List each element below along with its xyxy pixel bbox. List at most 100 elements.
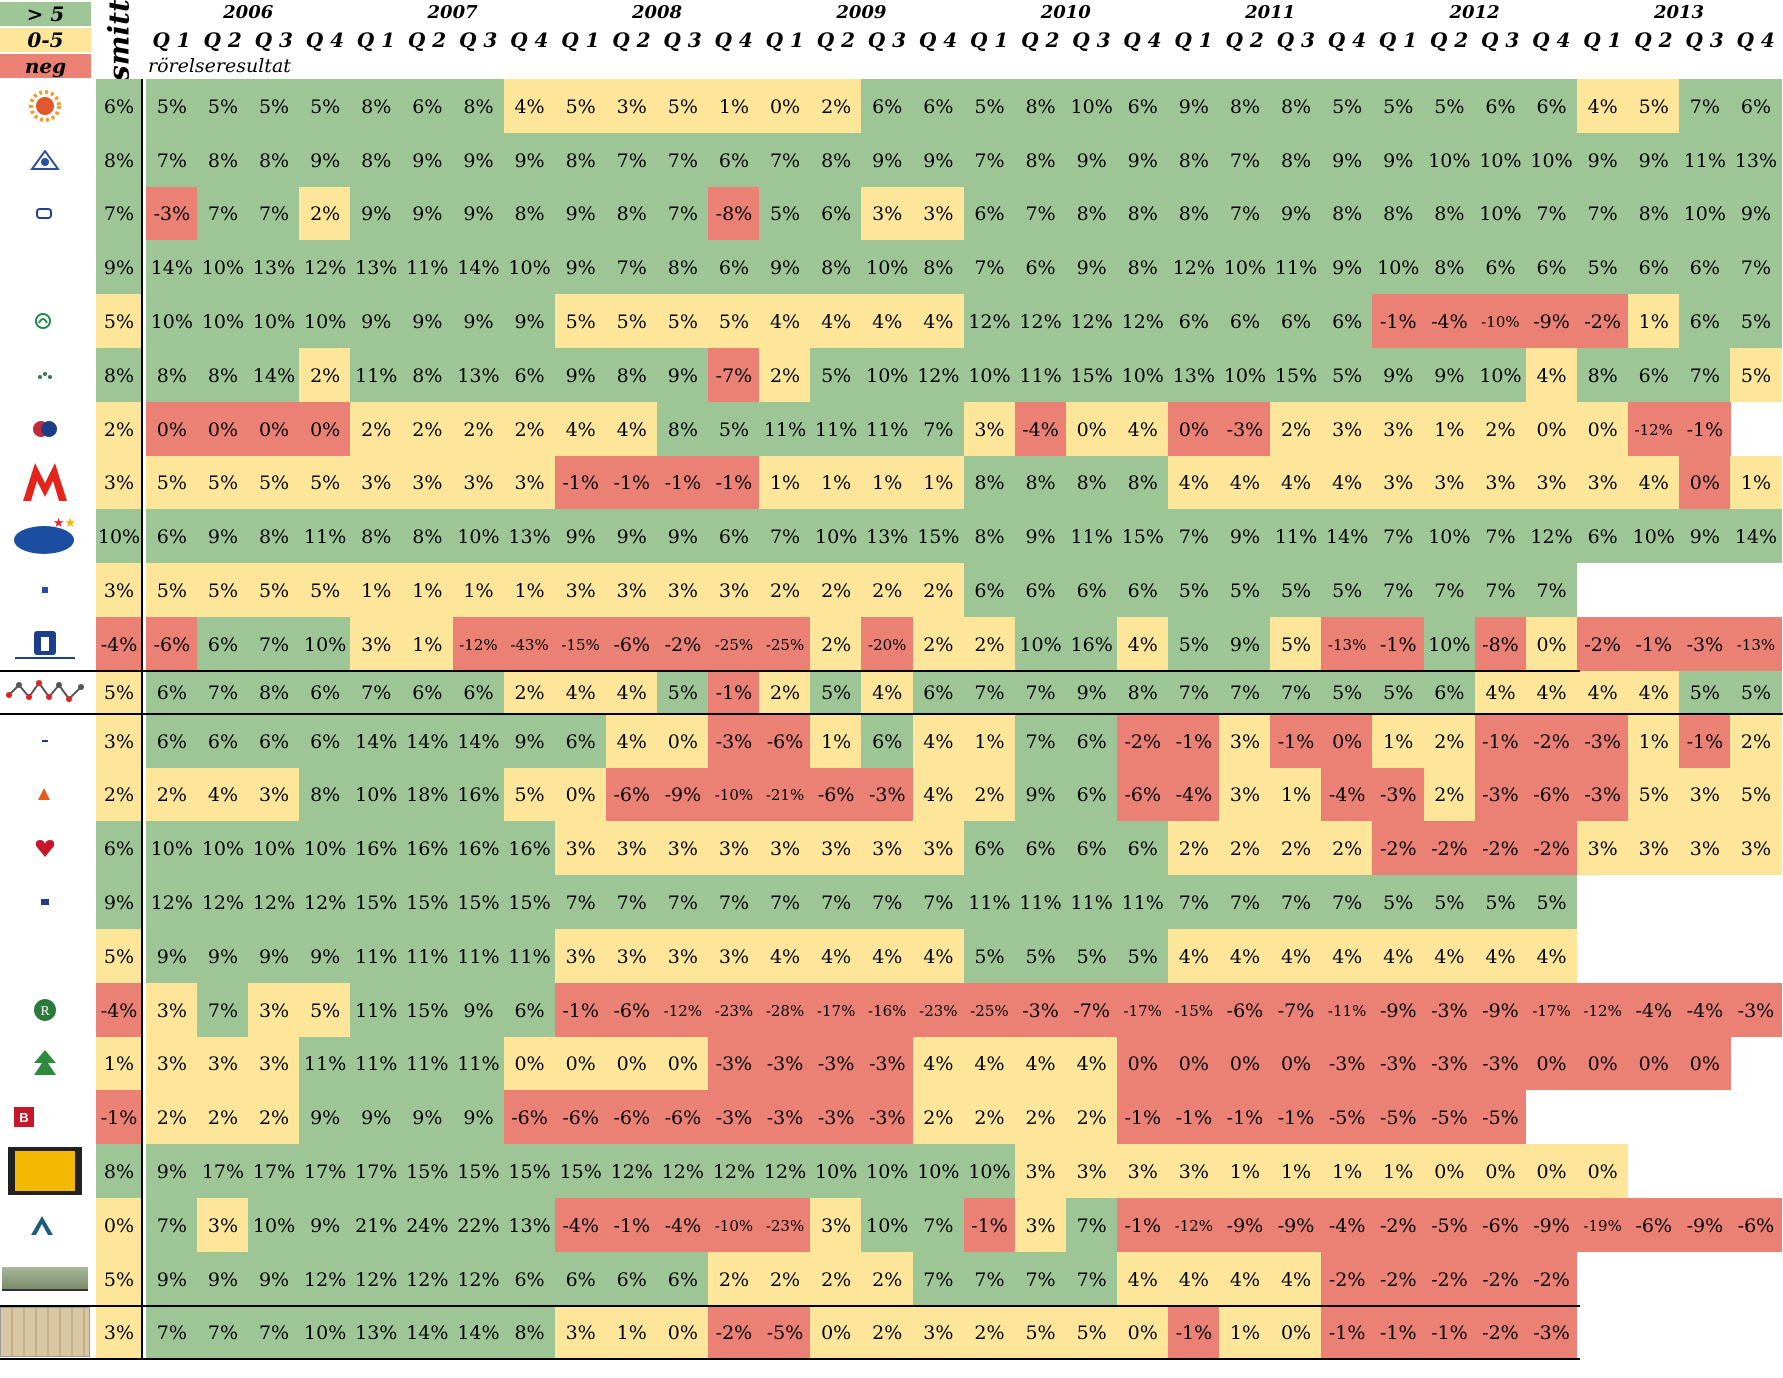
value-cell: 7% [197, 1305, 249, 1360]
value-cell: 7% [1474, 509, 1527, 564]
stenvalls-photo [2, 1266, 88, 1289]
value-cell [1679, 929, 1731, 983]
value-cell: 8% [810, 240, 862, 295]
value-cell: 6% [1014, 240, 1067, 295]
value-cell: -6% [1219, 982, 1271, 1037]
value-cell: 2% [1423, 713, 1476, 768]
value-cell: -1% [1270, 713, 1322, 768]
value-cell: 0% [1576, 1144, 1629, 1198]
value-cell: -10% [1474, 294, 1527, 348]
value-cell: -5% [1372, 1090, 1425, 1145]
value-cell: 1% [1321, 1144, 1373, 1198]
value-cell [1577, 563, 1629, 617]
value-cell: -5% [759, 1305, 811, 1360]
value-cell: 1% [1627, 294, 1680, 348]
value-cell: 3% [350, 617, 403, 671]
value-cell: -1% [1270, 1090, 1322, 1145]
value-cell: -6% [1525, 767, 1578, 822]
value-cell: 9% [452, 982, 505, 1037]
value-cell: 15% [401, 875, 454, 929]
value-cell: 3% [1576, 821, 1629, 876]
vida-heart-icon [35, 840, 55, 858]
value-cell: -3% [1321, 1036, 1373, 1091]
value-cell: 0% [657, 1036, 709, 1091]
value-cell: 11% [350, 1036, 403, 1091]
value-cell: 0% [657, 713, 709, 768]
quarter-label: Q 2 [203, 28, 242, 52]
martinsons-tree-icon [34, 1050, 56, 1076]
value-cell: 8% [605, 348, 658, 402]
average-cell: 5% [96, 1251, 142, 1306]
value-cell: 7% [912, 401, 965, 456]
value-cell: 11% [503, 929, 556, 983]
value-cell: 3% [248, 1036, 300, 1091]
value-cell: 6% [1014, 563, 1067, 617]
value-cell: -3% [1372, 1036, 1425, 1091]
value-cell: 4% [1168, 455, 1220, 510]
value-cell: 7% [708, 875, 760, 929]
value-cell: 3% [452, 455, 505, 510]
value-cell: 3% [759, 821, 811, 876]
value-cell: 7% [248, 1305, 300, 1360]
value-cell: 9% [759, 240, 811, 295]
value-cell: 4% [554, 401, 607, 456]
value-cell [1730, 1252, 1782, 1306]
value-cell: -2% [708, 1305, 760, 1360]
value-cell: 12% [1168, 240, 1220, 295]
value-cell: 5% [299, 79, 351, 133]
sca-emblem-icon [30, 149, 60, 170]
average-cell: 10% [96, 509, 142, 564]
value-cell: 9% [657, 509, 709, 564]
value-cell: 4% [759, 929, 811, 983]
value-cell: -9% [1270, 1198, 1322, 1252]
value-cell: 5% [1730, 294, 1782, 348]
value-cell: 6% [1270, 294, 1322, 348]
value-cell: 5% [657, 294, 709, 348]
value-cell: 6% [1730, 79, 1782, 133]
value-cell [1730, 875, 1782, 929]
value-cell: 1% [963, 713, 1016, 768]
quarter-label: Q 3 [867, 28, 907, 52]
average-cell: 8% [96, 132, 142, 187]
value-cell: 2% [146, 767, 198, 822]
value-cell: 5% [1270, 617, 1322, 671]
value-cell: 5% [605, 294, 658, 348]
value-cell: 0% [657, 1305, 709, 1360]
average-cell: -4% [96, 617, 142, 671]
sodra-logo [0, 294, 90, 348]
value-cell: -12% [452, 617, 505, 671]
value-cell [1679, 1252, 1731, 1306]
value-cell: 6% [299, 670, 351, 714]
year-label: 2011 [1245, 2, 1296, 23]
average-cell: 3% [96, 563, 142, 617]
value-cell: -7% [1065, 982, 1118, 1037]
value-cell: 16% [452, 767, 505, 822]
value-cell: 5% [554, 294, 607, 348]
value-cell: 10% [197, 294, 249, 348]
quarter-label: Q 2 [1021, 28, 1060, 52]
value-cell: 7% [1576, 186, 1629, 241]
sca-logo [0, 133, 90, 187]
value-cell: 6% [708, 240, 760, 295]
value-cell: 9% [1679, 509, 1731, 564]
value-cell: 4% [1576, 670, 1629, 714]
value-cell: 8% [1065, 455, 1118, 510]
value-cell: 9% [248, 929, 300, 983]
value-cell: 13% [861, 509, 914, 564]
value-cell: 7% [1372, 509, 1425, 564]
value-cell: 12% [299, 1251, 351, 1306]
value-cell: 15% [350, 875, 403, 929]
value-cell: 1% [401, 563, 454, 617]
quarter-label: Q 2 [407, 28, 447, 52]
value-cell: 3% [605, 821, 658, 876]
value-cell: 7% [1219, 670, 1271, 714]
quarter-label: Q 3 [663, 28, 702, 52]
value-cell: 0% [197, 401, 249, 456]
value-cell [1730, 1090, 1782, 1144]
value-cell: 3% [1679, 821, 1731, 876]
value-cell: -3% [759, 1090, 811, 1145]
value-cell: 4% [810, 929, 862, 983]
metric-label: rörelseresultat [148, 55, 291, 77]
value-cell: 9% [605, 509, 658, 564]
value-cell: 8% [1014, 455, 1067, 510]
